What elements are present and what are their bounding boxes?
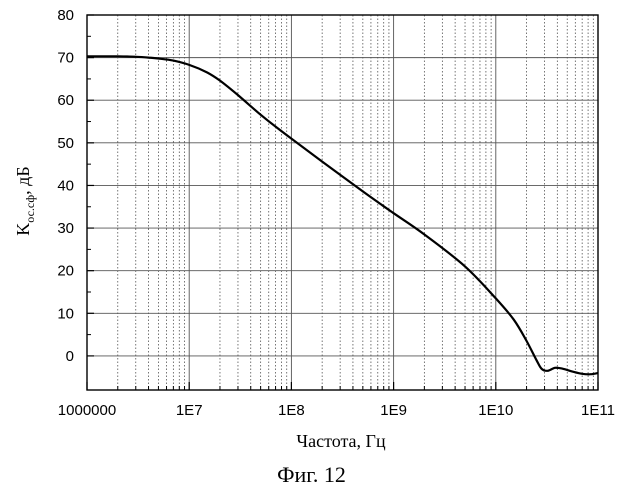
- x-tick-label: 1E11: [581, 402, 615, 419]
- y-tick-label: 10: [57, 305, 74, 322]
- x-tick-label: 1E9: [380, 402, 407, 419]
- y-tick-label: 50: [57, 135, 74, 152]
- x-axis-title: Частота, Гц: [296, 431, 386, 451]
- x-tick-label: 1E7: [176, 402, 203, 419]
- y-tick-label: 70: [57, 50, 74, 67]
- x-tick-label: 1E8: [278, 402, 305, 419]
- x-tick-label: 1000000: [58, 402, 116, 419]
- y-axis-title-subscript: ос.сф: [23, 195, 37, 223]
- line-chart: 0 10 20 30 40 50 60 70 80 1000000 1E7 1E8 1E9 1E10 1E1…: [0, 0, 623, 460]
- y-tick-label: 0: [66, 348, 74, 365]
- series-line: [87, 56, 598, 374]
- figure-caption: Фиг. 12: [0, 462, 623, 488]
- y-axis-title-main: K: [13, 223, 33, 236]
- y-tick-label: 30: [57, 220, 74, 237]
- series-group: [87, 56, 598, 374]
- y-tick-label: 40: [57, 177, 74, 194]
- y-tick-label: 60: [57, 92, 74, 109]
- y-axis-title-unit: , дБ: [13, 166, 33, 195]
- y-tick-label: 20: [57, 263, 74, 280]
- y-tick-label: 80: [57, 7, 74, 24]
- x-tick-label: 1E10: [478, 402, 513, 419]
- y-axis-title: Kос.сф, дБ: [13, 166, 37, 235]
- tick-labels: 0 10 20 30 40 50 60 70 80 1000000 1E7 1E8 1E9 1E10 1E1…: [57, 7, 615, 419]
